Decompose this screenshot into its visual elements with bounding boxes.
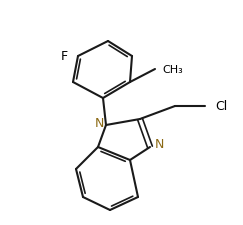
Text: N: N	[154, 137, 164, 150]
Text: CH₃: CH₃	[162, 65, 183, 75]
Text: N: N	[94, 117, 104, 130]
Text: F: F	[61, 50, 68, 63]
Text: Cl: Cl	[215, 100, 227, 113]
